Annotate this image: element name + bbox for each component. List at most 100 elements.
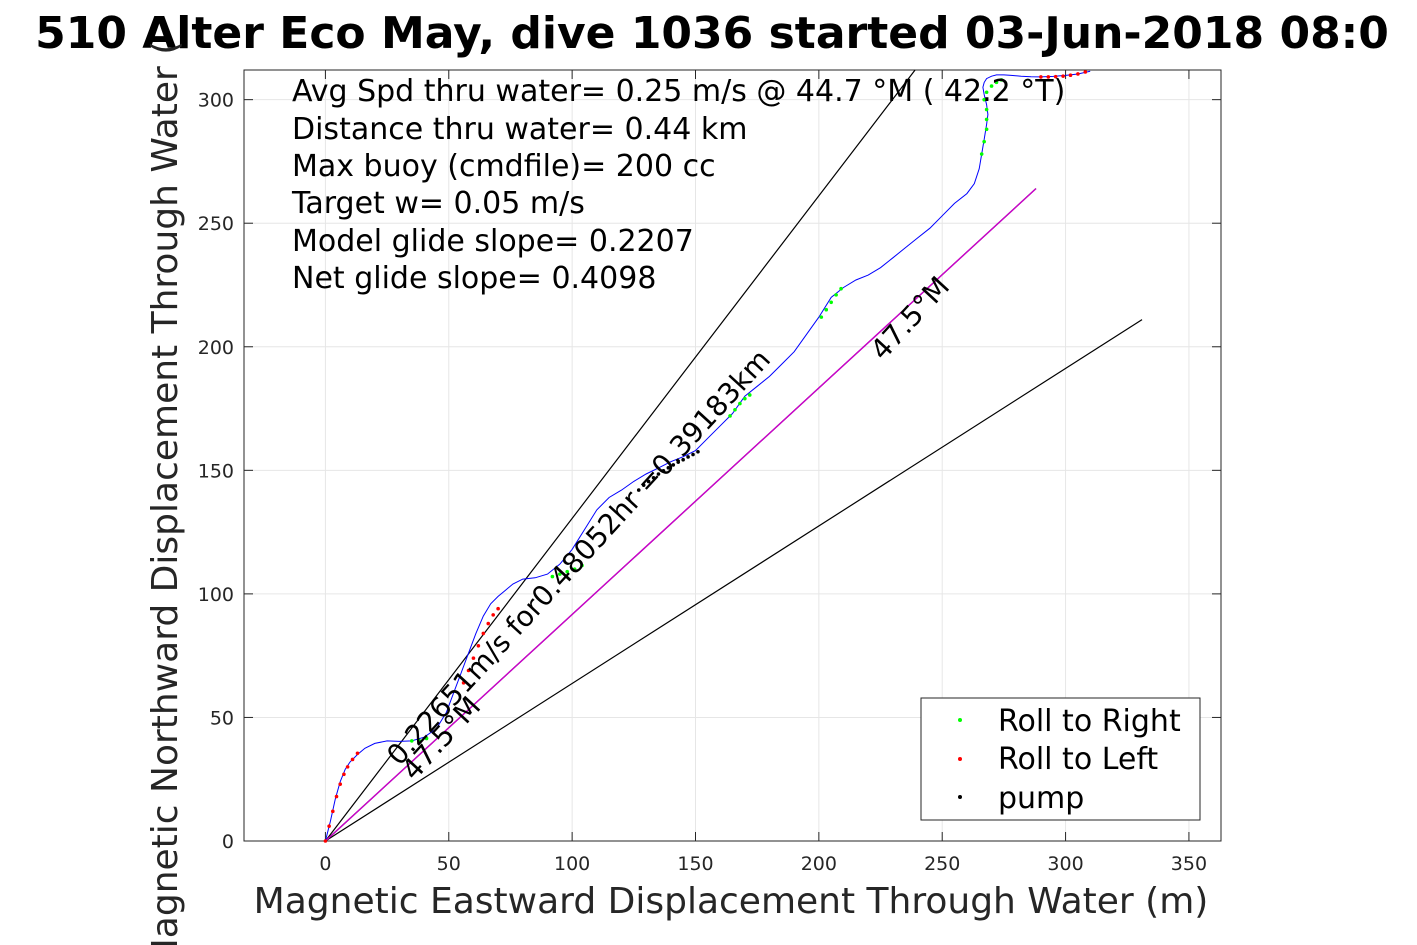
reference-lines	[324, 69, 1143, 842]
y-tick-label: 150	[198, 460, 234, 482]
roll-right-marker	[984, 90, 989, 95]
roll-right-marker	[572, 567, 577, 571]
roll-left-marker	[486, 621, 491, 626]
pump-marker	[671, 463, 676, 467]
legend-label-roll-left: Roll to Left	[998, 742, 1158, 777]
roll-right-marker	[728, 414, 732, 418]
grid-lines	[244, 70, 1221, 842]
info-net-glide-slope: Net glide slope= 0.4098	[292, 261, 656, 296]
legend-label-pump: pump	[998, 781, 1084, 816]
roll-left-marker	[338, 782, 343, 786]
roll-left-marker	[331, 809, 335, 814]
reference-line	[324, 69, 916, 842]
pump-marker	[696, 449, 700, 454]
roll-right-marker	[839, 286, 843, 291]
roll-right-marker	[409, 739, 414, 743]
legend-label-roll-right: Roll to Right	[998, 704, 1181, 739]
roll-left-marker	[1083, 70, 1088, 74]
roll-right-marker	[738, 401, 742, 406]
roll-left-marker	[471, 656, 476, 660]
roll-left-marker	[481, 631, 486, 636]
roll-left-marker	[345, 765, 350, 769]
x-tick-label: 100	[554, 853, 590, 875]
roll-left-marker	[461, 681, 466, 685]
roll-right-marker	[557, 572, 562, 576]
pump-marker	[656, 472, 661, 476]
y-tick-label: 250	[198, 213, 234, 235]
pump-marker	[686, 455, 690, 459]
roll-left-marker	[496, 606, 500, 611]
net-displacement-line	[324, 188, 1037, 842]
roll-left-marker	[327, 824, 331, 828]
x-tick-label: 150	[677, 853, 713, 875]
y-tick-label: 100	[198, 584, 234, 606]
roll-right-marker	[824, 307, 829, 312]
legend-marker-pump	[958, 795, 962, 799]
chart-title: 510 Alter Eco May, dive 1036 started 03-…	[35, 8, 1389, 59]
roll-right-marker	[979, 152, 984, 156]
legend-box	[920, 697, 1201, 821]
pump-marker	[646, 479, 651, 484]
legend-marker-roll-left	[958, 757, 962, 761]
roll-right-marker	[424, 736, 429, 741]
y-tick-label: 200	[198, 337, 234, 359]
x-tick-label: 50	[437, 853, 461, 875]
legend: Roll to Right Roll to Left pump	[920, 697, 1201, 821]
roll-right-marker	[999, 78, 1004, 82]
roll-left-marker	[1068, 73, 1073, 77]
y-axis-label: Magnetic Northward Displacement Through …	[145, 41, 186, 945]
roll-left-marker	[1053, 74, 1058, 79]
info-box: Avg Spd thru water= 0.25 m/s @ 44.7 °M (…	[291, 74, 1065, 296]
roll-left-marker	[491, 613, 495, 617]
roll-left-marker	[323, 839, 328, 843]
roll-right-marker	[565, 569, 569, 574]
y-tick-label: 0	[222, 831, 234, 853]
roll-right-marker	[984, 127, 989, 132]
roll-right-marker	[417, 738, 421, 743]
roll-left-marker	[466, 668, 471, 673]
roll-left-marker	[1046, 75, 1051, 79]
roll-left-marker	[1039, 75, 1043, 79]
roll-right-marker	[984, 117, 989, 122]
roll-right-marker	[994, 80, 999, 85]
info-target-w: Target w= 0.05 m/s	[291, 186, 585, 221]
roll-right-marker	[733, 407, 737, 412]
roll-right-marker	[819, 315, 824, 319]
pump-marker	[661, 469, 666, 473]
roll-left-marker	[342, 772, 346, 777]
annotations: 0.22651m/s for0.48052hr =0.39183km47.5°M…	[380, 270, 956, 787]
x-tick-label: 250	[924, 853, 960, 875]
info-avg-speed: Avg Spd thru water= 0.25 m/s @ 44.7 °M (…	[292, 74, 1065, 109]
x-tick-label: 0	[319, 853, 331, 875]
x-tick-label: 300	[1047, 853, 1083, 875]
info-distance: Distance thru water= 0.44 km	[292, 112, 747, 147]
glider-track-line	[324, 70, 1091, 842]
roll-left-marker	[350, 757, 355, 762]
info-model-glide-slope: Model glide slope= 0.2207	[292, 224, 694, 259]
roll-left-marker	[334, 794, 339, 799]
roll-left-marker	[355, 751, 360, 756]
pump-marker	[641, 483, 646, 487]
track-layer	[324, 70, 1091, 842]
roll-right-marker	[550, 574, 555, 579]
roll-right-marker	[743, 396, 747, 401]
roll-right-marker	[580, 563, 584, 568]
x-axis-label: Magnetic Eastward Displacement Through W…	[254, 881, 1209, 922]
roll-right-marker	[829, 300, 833, 305]
info-max-buoy: Max buoy (cmdfile)= 200 cc	[292, 149, 716, 184]
axis-ticks: 0 50 100 150 200 250 300 350 0 50 100 150 200 250 300	[198, 70, 1221, 875]
roll-right-marker	[982, 97, 986, 102]
pump-marker	[636, 488, 641, 492]
roll-right-marker	[989, 84, 994, 88]
roll-right-marker	[984, 107, 989, 112]
roll-left-marker	[1061, 74, 1065, 78]
roll-right-marker	[747, 393, 752, 397]
x-tick-label: 200	[801, 853, 837, 875]
y-tick-label: 50	[210, 707, 234, 729]
roll-right-marker	[982, 139, 986, 144]
roll-right-marker	[834, 293, 838, 297]
marker-layer	[323, 70, 1088, 843]
rotated-annotation: 0.22651m/s for0.48052hr =0.39183km	[380, 343, 777, 772]
plot-frame	[243, 69, 1222, 842]
legend-marker-roll-right	[958, 718, 962, 722]
